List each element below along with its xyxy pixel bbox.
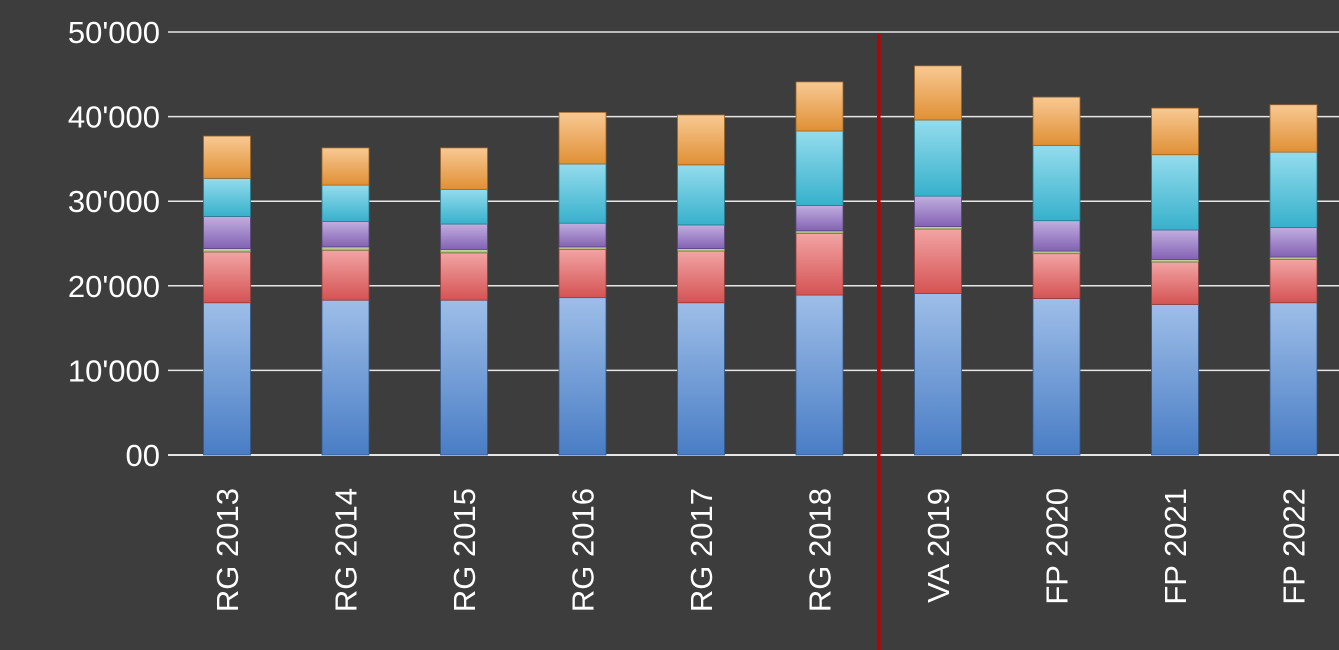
bar-segment — [203, 216, 251, 249]
bar-segment — [321, 299, 370, 456]
bar-segment — [558, 222, 607, 248]
x-tick-label: RG 2016 — [566, 488, 601, 612]
bar-segment — [1269, 227, 1318, 258]
bar-segment — [795, 232, 844, 296]
x-tick-label: RG 2015 — [447, 488, 482, 612]
bar-segment — [1269, 104, 1318, 153]
bars — [203, 65, 1318, 456]
bar-segment — [1032, 144, 1081, 222]
bar-segment — [440, 147, 488, 190]
bar-segment — [1151, 107, 1199, 156]
bar-stack — [558, 111, 607, 456]
bar-segment — [914, 195, 962, 227]
x-tick-label: VA 2019 — [921, 488, 956, 603]
bar-segment — [1032, 253, 1081, 299]
bar-segment — [795, 81, 844, 132]
x-tick-label: RG 2017 — [684, 488, 719, 612]
bar-segment — [440, 252, 488, 301]
bar-segment — [677, 302, 725, 456]
y-tick-label: 00 — [126, 438, 160, 473]
x-tick-label: FP 2021 — [1158, 488, 1193, 605]
bar-stack — [203, 135, 251, 456]
bar-segment — [795, 130, 844, 206]
bar-segment — [914, 65, 962, 121]
bar-stack — [321, 147, 370, 456]
x-tick-label: FP 2022 — [1277, 488, 1312, 605]
y-tick-label: 40'000 — [68, 100, 160, 135]
bar-segment — [440, 299, 488, 456]
bar-segment — [321, 184, 370, 222]
bar-segment — [1151, 261, 1199, 305]
bar-segment — [1151, 229, 1199, 260]
bar-segment — [203, 302, 251, 456]
bar-stack — [795, 81, 844, 456]
bar-segment — [677, 164, 725, 226]
y-tick-label: 30'000 — [68, 184, 160, 219]
bar-segment — [321, 221, 370, 248]
y-tick-label: 20'000 — [68, 269, 160, 304]
bar-stack — [914, 65, 962, 456]
x-tick-label: RG 2014 — [329, 488, 364, 612]
bar-segment — [558, 297, 607, 456]
bar-segment — [1032, 298, 1081, 456]
bar-stack — [1032, 96, 1081, 456]
bar-segment — [1269, 302, 1318, 456]
bar-segment — [203, 251, 251, 304]
bar-segment — [795, 205, 844, 232]
bar-segment — [203, 177, 251, 217]
bar-segment — [677, 250, 725, 304]
bar-segment — [1032, 96, 1081, 146]
bar-segment — [440, 249, 488, 254]
bar-segment — [677, 114, 725, 166]
bar-segment — [1269, 151, 1318, 228]
bar-segment — [203, 135, 251, 179]
bar-segment — [1269, 259, 1318, 304]
bar-segment — [1032, 220, 1081, 252]
bar-segment — [558, 163, 607, 224]
x-tick-label: RG 2013 — [210, 488, 245, 612]
bar-segment — [558, 249, 607, 299]
bar-segment — [440, 223, 488, 250]
bar-stack — [440, 147, 488, 456]
x-tick-label: RG 2018 — [803, 488, 838, 612]
bar-segment — [321, 147, 370, 186]
y-axis-tick-labels: 00 10'000 20'000 30'000 40'000 50'000 — [68, 15, 160, 473]
bar-segment — [914, 228, 962, 294]
bar-segment — [203, 248, 251, 253]
bar-segment — [677, 224, 725, 249]
bar-segment — [914, 293, 962, 456]
bar-stack — [1151, 107, 1199, 456]
bar-segment — [1151, 154, 1199, 231]
x-tick-label: FP 2020 — [1040, 488, 1075, 605]
bar-segment — [914, 119, 962, 197]
x-axis-category-labels: RG 2013 RG 2014 RG 2015 RG 2016 RG 2017 RG 20… — [210, 488, 1312, 612]
bar-segment — [558, 111, 607, 165]
bar-segment — [321, 249, 370, 301]
bar-stack — [1269, 104, 1318, 456]
y-tick-label: 10'000 — [68, 353, 160, 388]
bar-segment — [795, 294, 844, 456]
bar-stack — [677, 114, 725, 456]
bar-segment — [1151, 304, 1199, 456]
bar-segment — [321, 246, 370, 251]
y-tick-label: 50'000 — [68, 15, 160, 50]
bar-segment — [440, 188, 488, 225]
